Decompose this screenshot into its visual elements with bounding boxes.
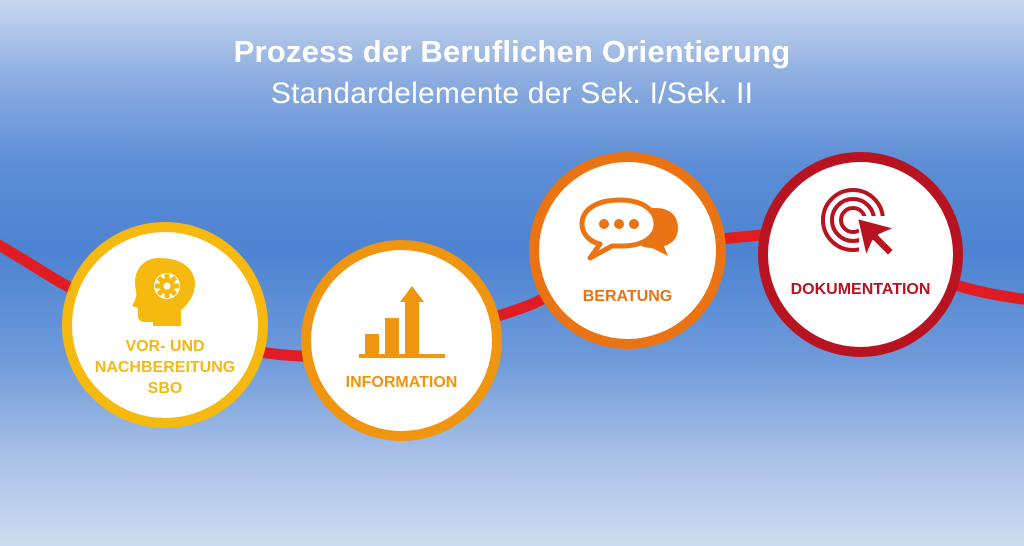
step-dokumentation: DOKUMENTATION [758, 152, 963, 357]
step-label: DOKUMENTATION [790, 281, 931, 298]
step-information: INFORMATION [301, 240, 502, 441]
step-label: BERATUNG [582, 288, 673, 305]
diagram-title: Prozess der Beruflichen Orientierung [233, 34, 791, 69]
step-label: INFORMATION [345, 374, 458, 391]
step-beratung: BERATUNG [529, 152, 726, 349]
step-vor-und-nachbereitung: VOR- UND NACHBEREITUNG SBO [62, 222, 268, 428]
rising-bar-chart-icon [358, 286, 445, 358]
step-label: VOR- UND NACHBEREITUNG SBO [94, 338, 236, 397]
diagram-subtitle: Standardelemente der Sek. I/Sek. II [270, 77, 754, 110]
speech-bubbles-icon [579, 197, 678, 261]
cursor-target-icon [820, 188, 899, 260]
head-gear-icon [132, 258, 195, 326]
